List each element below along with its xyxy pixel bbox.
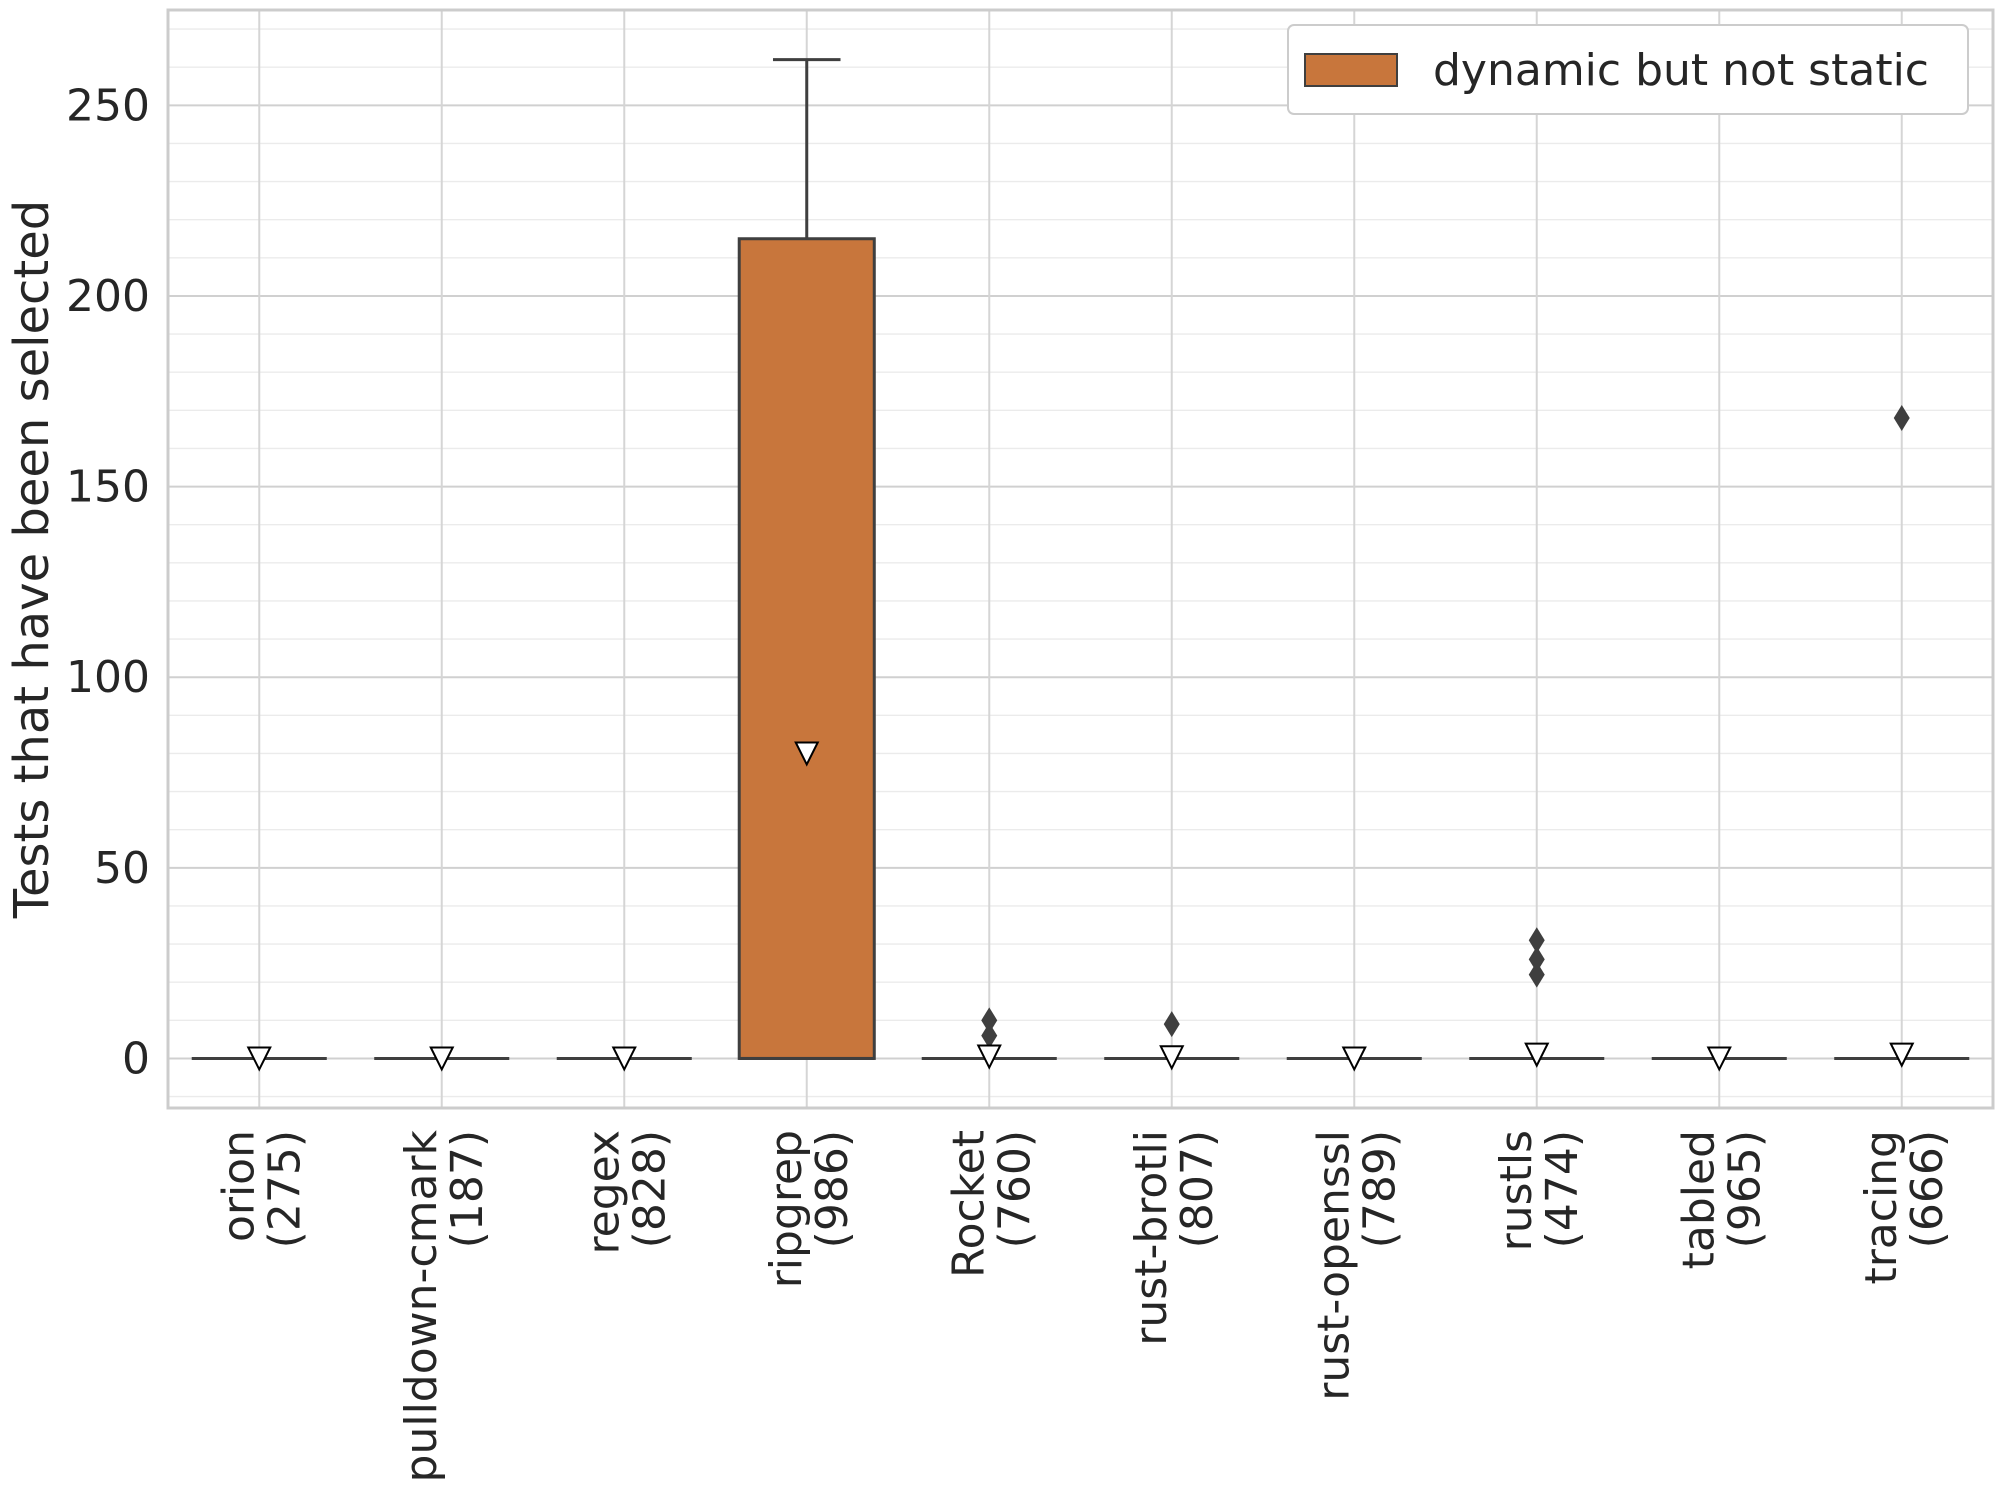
legend-label: dynamic but not static xyxy=(1433,45,1929,96)
outlier-point xyxy=(1893,404,1910,431)
x-tick-count: (789) xyxy=(1354,1130,1405,1248)
y-tick-label: 100 xyxy=(66,652,150,703)
mean-marker xyxy=(1706,1046,1732,1072)
outlier-point xyxy=(1528,961,1545,988)
box-orion xyxy=(191,1046,327,1072)
grid-lines xyxy=(168,10,1993,1108)
x-tick-label-tabled: tabled(965) xyxy=(1673,1130,1770,1269)
mean-marker xyxy=(794,741,820,767)
x-tick-name: pulldown-cmark xyxy=(396,1129,447,1482)
x-tick-label-Rocket: Rocket(760) xyxy=(943,1130,1040,1278)
mean-marker xyxy=(1889,1042,1915,1068)
y-axis-label: Tests that have been selected xyxy=(4,200,60,919)
y-tick-label: 200 xyxy=(66,271,150,322)
y-tick-label: 250 xyxy=(66,80,150,131)
box-tracing xyxy=(1834,404,1970,1068)
outlier-point xyxy=(981,1007,998,1034)
box-rust-brotli xyxy=(1104,1011,1240,1071)
mean-marker xyxy=(976,1044,1002,1070)
box-pulldown-cmark xyxy=(374,1046,510,1072)
x-tick-count: (807) xyxy=(1172,1130,1223,1248)
legend-swatch xyxy=(1304,53,1398,87)
x-tick-label-rust-openssl: rust-openssl(789) xyxy=(1308,1130,1405,1401)
outlier-point xyxy=(981,1022,998,1049)
x-tick-name: ripgrep xyxy=(761,1130,812,1288)
x-tick-label-rust-brotli: rust-brotli(807) xyxy=(1126,1130,1223,1346)
outlier-point xyxy=(1528,946,1545,973)
y-tick-label: 150 xyxy=(66,462,150,513)
x-tick-count: (275) xyxy=(259,1130,310,1248)
x-tick-count: (828) xyxy=(624,1130,675,1248)
x-tick-name: rustls xyxy=(1491,1130,1542,1251)
x-tick-name: tabled xyxy=(1673,1130,1724,1269)
x-tick-count: (965) xyxy=(1719,1130,1770,1248)
box-Rocket xyxy=(921,1007,1057,1070)
mean-marker xyxy=(246,1046,272,1072)
box-rustls xyxy=(1469,927,1605,1068)
outlier-point xyxy=(1528,927,1545,954)
x-tick-count: (760) xyxy=(989,1130,1040,1248)
x-tick-name: rust-brotli xyxy=(1126,1130,1177,1346)
x-tick-count: (187) xyxy=(442,1130,493,1248)
y-axis-ticks: 0 50 100 150 200 250 xyxy=(66,80,150,1084)
y-tick-label: 0 xyxy=(122,1033,150,1084)
outlier-point xyxy=(1163,1011,1180,1038)
box-series xyxy=(191,58,1970,1072)
box-tabled xyxy=(1651,1046,1787,1072)
x-tick-name: rust-openssl xyxy=(1308,1130,1359,1401)
x-tick-label-tracing: tracing(666) xyxy=(1856,1130,1953,1285)
x-tick-label-orion: orion(275) xyxy=(213,1130,310,1248)
x-tick-name: orion xyxy=(213,1130,264,1242)
x-tick-count: (666) xyxy=(1902,1130,1953,1248)
mean-marker xyxy=(1524,1042,1550,1068)
x-tick-count: (986) xyxy=(807,1130,858,1248)
box-rust-openssl xyxy=(1286,1046,1422,1072)
mean-marker xyxy=(611,1046,637,1072)
legend: dynamic but not static xyxy=(1287,24,1969,115)
x-tick-label-pulldown-cmark: pulldown-cmark(187) xyxy=(396,1129,493,1482)
x-tick-name: regex xyxy=(578,1130,629,1254)
mean-marker xyxy=(1341,1046,1367,1072)
box-regex xyxy=(556,1046,692,1072)
mean-marker xyxy=(429,1046,455,1072)
x-axis-ticks: orion(275) pulldown-cmark(187) regex(828) r… xyxy=(213,1129,1953,1482)
legend-frame xyxy=(1287,24,1969,115)
x-tick-label-ripgrep: ripgrep(986) xyxy=(761,1130,858,1288)
box-body xyxy=(737,237,876,1060)
x-tick-count: (474) xyxy=(1537,1130,1588,1248)
x-tick-label-rustls: rustls(474) xyxy=(1491,1130,1588,1251)
plot-frame xyxy=(166,8,1995,1110)
x-tick-name: tracing xyxy=(1856,1130,1907,1285)
mean-marker xyxy=(1159,1045,1185,1071)
y-tick-label: 50 xyxy=(94,843,150,894)
box-ripgrep xyxy=(737,58,876,1060)
x-tick-name: Rocket xyxy=(943,1130,994,1278)
x-tick-label-regex: regex(828) xyxy=(578,1130,675,1254)
